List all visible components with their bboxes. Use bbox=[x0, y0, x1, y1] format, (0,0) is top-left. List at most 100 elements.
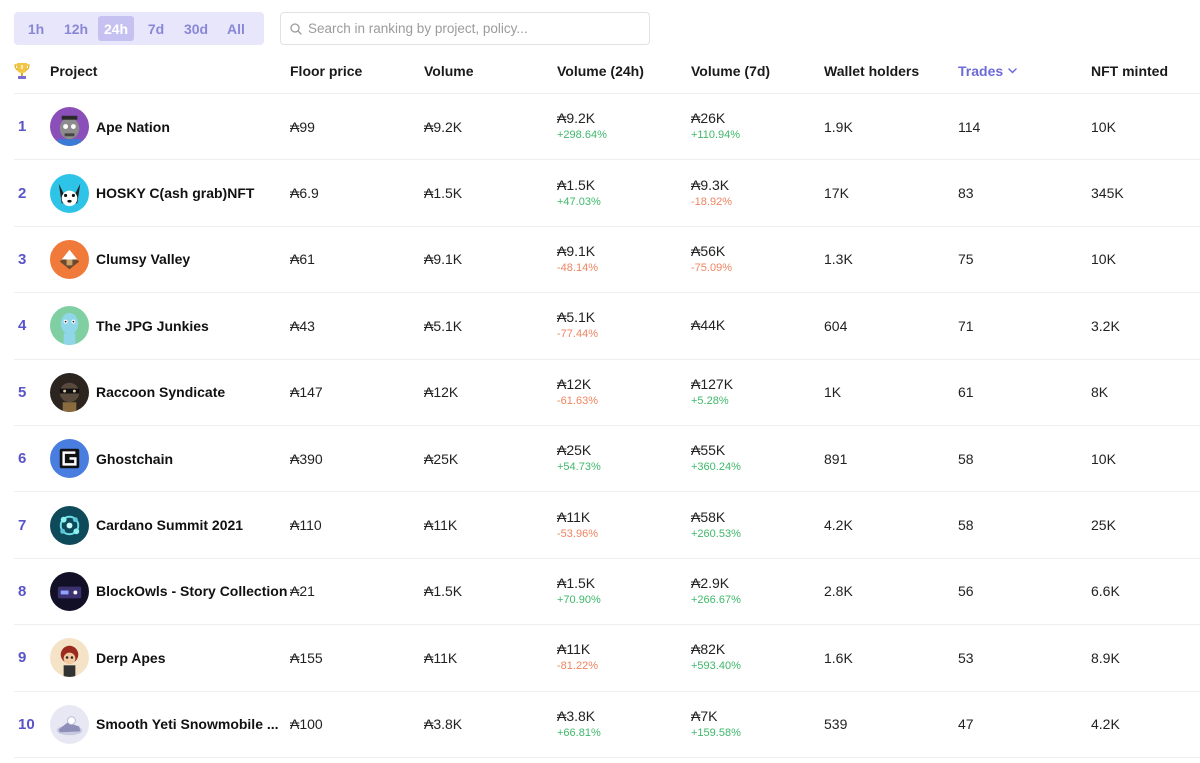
project-name[interactable]: HOSKY C(ash grab)NFT bbox=[96, 185, 255, 202]
volume-24h-change: -61.63% bbox=[557, 394, 598, 407]
volume: ₳3.8K bbox=[424, 716, 463, 733]
project-avatar[interactable] bbox=[50, 107, 89, 147]
volume-7d-change: +5.28% bbox=[691, 394, 729, 407]
trades: 71 bbox=[958, 317, 974, 334]
rank-number: 8 bbox=[18, 582, 27, 600]
floor-price: ₳99 bbox=[290, 118, 315, 135]
tab-12h[interactable]: 12h bbox=[63, 20, 89, 37]
project-name[interactable]: Raccoon Syndicate bbox=[96, 384, 226, 401]
tab-all[interactable]: All bbox=[227, 20, 245, 37]
volume-24h-change: +54.73% bbox=[557, 461, 601, 474]
volume-header[interactable]: Volume bbox=[424, 62, 474, 79]
table-row[interactable]: 1 Ape Nation ₳99 ₳9.2K ₳9.2K +298.64% ₳2… bbox=[14, 94, 1200, 161]
tab-1h[interactable]: 1h bbox=[27, 20, 45, 37]
table-row[interactable]: 6 Ghostchain ₳390 ₳25K ₳25K +54.73% ₳55K… bbox=[14, 426, 1200, 493]
project-name[interactable]: Derp Apes bbox=[96, 649, 166, 666]
volume-7d: ₳82K bbox=[691, 641, 726, 658]
volume-7d: ₳26K bbox=[691, 110, 726, 127]
volume: ₳12K bbox=[424, 384, 459, 401]
volume-7d-header[interactable]: Volume (7d) bbox=[691, 62, 771, 79]
project-name[interactable]: Ape Nation bbox=[96, 118, 170, 135]
volume: ₳1.5K bbox=[424, 185, 463, 202]
volume-7d-change: +360.24% bbox=[691, 461, 741, 474]
floor-price: ₳110 bbox=[290, 517, 322, 534]
volume-7d: ₳58K bbox=[691, 508, 726, 525]
table-row[interactable]: 8 BlockOwls - Story Collection ₳21 ₳1.5K… bbox=[14, 559, 1200, 626]
trades-header[interactable]: Trades bbox=[958, 48, 1017, 93]
volume-24h-header[interactable]: Volume (24h) bbox=[557, 62, 644, 79]
project-avatar[interactable] bbox=[50, 173, 89, 213]
volume-7d: ₳44K bbox=[691, 316, 726, 333]
trades-header-label: Trades bbox=[958, 62, 1004, 79]
volume: ₳11K bbox=[424, 517, 458, 534]
floor-price: ₳61 bbox=[290, 251, 315, 268]
volume: ₳9.2K bbox=[424, 118, 463, 135]
nft-minted: 4.2K bbox=[1091, 716, 1120, 733]
search-input[interactable] bbox=[308, 21, 628, 36]
nft-minted-header[interactable]: NFT minted bbox=[1091, 62, 1168, 79]
table-header: Project Floor price Volume Volume (24h) … bbox=[14, 48, 1200, 94]
trades: 58 bbox=[958, 517, 974, 534]
wallet-holders: 539 bbox=[824, 716, 848, 733]
project-avatar[interactable] bbox=[50, 372, 89, 412]
rank-number: 9 bbox=[18, 649, 27, 667]
table-row[interactable]: 2 HOSKY C(ash grab)NFT ₳6.9 ₳1.5K ₳1.5K … bbox=[14, 160, 1200, 227]
project-avatar[interactable] bbox=[50, 239, 89, 279]
search-icon bbox=[290, 22, 302, 35]
nft-minted: 3.2K bbox=[1091, 317, 1120, 334]
table-row[interactable]: 3 Clumsy Valley ₳61 ₳9.1K ₳9.1K -48.14% … bbox=[14, 227, 1200, 294]
table-row[interactable]: 7 Cardano Summit 2021 ₳110 ₳11K ₳11K -53… bbox=[14, 492, 1200, 559]
volume: ₳11K bbox=[424, 649, 458, 666]
nft-minted: 10K bbox=[1091, 450, 1116, 467]
search-box[interactable] bbox=[280, 12, 650, 45]
project-avatar[interactable] bbox=[50, 439, 89, 479]
floor-price: ₳155 bbox=[290, 649, 323, 666]
rank-number: 2 bbox=[18, 184, 27, 202]
volume-7d-change: -75.09% bbox=[691, 261, 732, 274]
project-name[interactable]: BlockOwls - Story Collection bbox=[96, 583, 288, 600]
trades: 47 bbox=[958, 716, 974, 733]
tab-7d[interactable]: 7d bbox=[147, 20, 165, 37]
ranking-table: Project Floor price Volume Volume (24h) … bbox=[14, 48, 1200, 758]
volume-24h-change: +298.64% bbox=[557, 129, 607, 142]
project-avatar[interactable] bbox=[50, 505, 89, 545]
project-avatar[interactable] bbox=[50, 306, 89, 346]
nft-minted: 8.9K bbox=[1091, 649, 1120, 666]
nft-minted: 6.6K bbox=[1091, 583, 1120, 600]
volume-24h: ₳11K bbox=[557, 508, 591, 525]
wallet-holders: 1K bbox=[824, 384, 842, 401]
nft-minted: 10K bbox=[1091, 118, 1116, 135]
tab-30d[interactable]: 30d bbox=[183, 20, 209, 37]
project-name[interactable]: Clumsy Valley bbox=[96, 251, 191, 268]
floor-price: ₳147 bbox=[290, 384, 323, 401]
table-row[interactable]: 4 The JPG Junkies ₳43 ₳5.1K ₳5.1K -77.44… bbox=[14, 293, 1200, 360]
wallet-holders-header[interactable]: Wallet holders bbox=[824, 62, 920, 79]
project-name[interactable]: The JPG Junkies bbox=[96, 317, 209, 334]
wallet-holders: 2.8K bbox=[824, 583, 853, 600]
project-avatar[interactable] bbox=[50, 704, 89, 744]
table-row[interactable]: 5 Raccoon Syndicate ₳147 ₳12K ₳12K -61.6… bbox=[14, 360, 1200, 426]
project-name[interactable]: Smooth Yeti Snowmobile ... bbox=[96, 716, 279, 733]
tab-24h[interactable]: 24h bbox=[98, 16, 134, 41]
project-name[interactable]: Cardano Summit 2021 bbox=[96, 517, 244, 534]
volume: ₳5.1K bbox=[424, 317, 463, 334]
volume-24h: ₳5.1K bbox=[557, 309, 596, 326]
volume-7d-change: +159.58% bbox=[691, 726, 741, 739]
table-row[interactable]: 10 Smooth Yeti Snowmobile ... ₳100 ₳3.8K… bbox=[14, 692, 1200, 758]
floor-price: ₳21 bbox=[290, 583, 315, 600]
wallet-holders: 1.9K bbox=[824, 118, 853, 135]
volume-7d: ₳127K bbox=[691, 375, 734, 392]
project-name[interactable]: Ghostchain bbox=[96, 450, 174, 467]
volume-7d-change: +593.40% bbox=[691, 660, 741, 673]
volume-24h: ₳3.8K bbox=[557, 707, 596, 724]
volume-24h: ₳25K bbox=[557, 442, 592, 459]
project-avatar[interactable] bbox=[50, 571, 89, 611]
table-row[interactable]: 9 Derp Apes ₳155 ₳11K ₳11K -81.22% ₳82K … bbox=[14, 625, 1200, 692]
trades: 75 bbox=[958, 251, 974, 268]
floor-price-header[interactable]: Floor price bbox=[290, 62, 363, 79]
volume-24h-change: +66.81% bbox=[557, 726, 601, 739]
volume-7d: ₳7K bbox=[691, 707, 718, 724]
volume-7d-change: -18.92% bbox=[691, 195, 732, 208]
time-range-tabs: 1h 12h 24h 7d 30d All bbox=[14, 12, 264, 45]
project-avatar[interactable] bbox=[50, 638, 89, 678]
